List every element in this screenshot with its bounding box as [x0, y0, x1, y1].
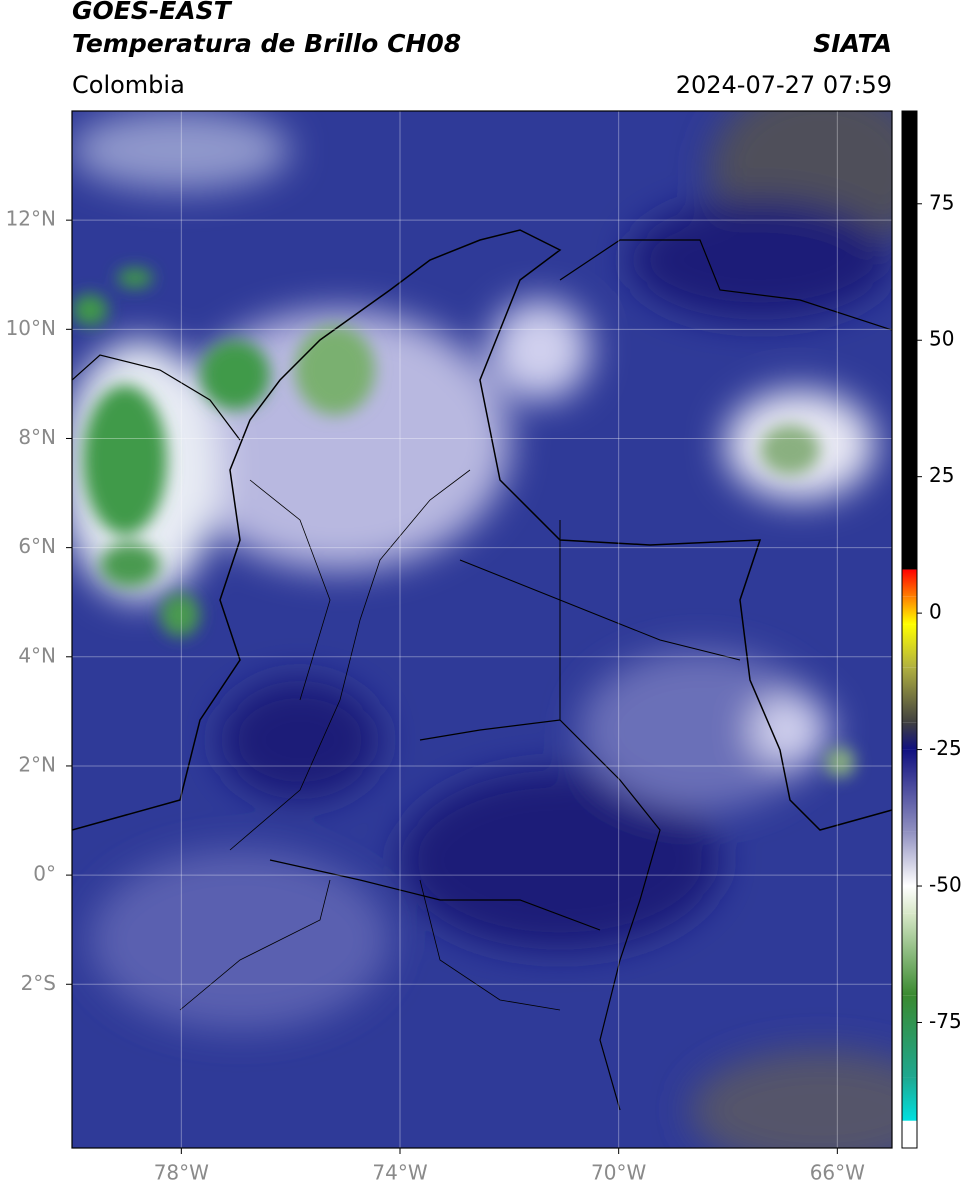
colorbar-segment	[902, 667, 917, 723]
colorbar-segment	[902, 569, 917, 597]
colorbar-segment	[902, 1120, 917, 1148]
graticule	[66, 111, 892, 1154]
colorbar-tick-label: 50	[929, 327, 954, 351]
colorbar-frame	[901, 110, 918, 1149]
colorbar-tick-label: 0	[929, 600, 942, 624]
y-tick-label: 2°S	[21, 971, 56, 995]
y-tick-label: 0°	[33, 862, 56, 886]
colorbar-segment	[902, 722, 917, 750]
colorbar-tick-label: 75	[929, 190, 954, 214]
region: Colombia	[72, 71, 185, 99]
map-frame	[71, 110, 893, 1149]
agency: SIATA	[813, 29, 892, 58]
colorbar-tick-label: -75	[929, 1009, 962, 1033]
colorbar-segment	[902, 749, 917, 832]
colorbar-segment	[902, 624, 917, 668]
y-tick-label: 2°N	[18, 752, 56, 776]
colorbar-segment	[902, 831, 917, 887]
colorbar-segment	[902, 913, 917, 996]
x-tick-label: 66°W	[810, 1161, 865, 1185]
y-tick-label: 8°N	[18, 425, 56, 449]
y-tick-label: 10°N	[6, 316, 56, 340]
subtitle: Temperatura de Brillo CH08	[72, 29, 461, 58]
title: GOES-EAST	[72, 0, 233, 25]
datetime: 2024-07-27 07:59	[676, 71, 892, 99]
colorbar-segment	[902, 995, 917, 1078]
y-tick-label: 6°N	[18, 534, 56, 558]
x-tick-label: 74°W	[372, 1161, 427, 1185]
y-tick-label: 12°N	[6, 207, 56, 231]
colorbar-tick-label: -25	[929, 736, 962, 760]
y-tick-label: 4°N	[18, 643, 56, 667]
colorbar-segment	[902, 111, 917, 570]
colorbar-tick-label: 25	[929, 463, 954, 487]
satellite-image	[72, 111, 892, 1148]
colorbar-segment	[902, 596, 917, 625]
colorbar-segment	[902, 886, 917, 914]
colorbar	[902, 111, 922, 1148]
x-tick-label: 70°W	[591, 1161, 646, 1185]
colorbar-segment	[902, 1077, 917, 1121]
colorbar-tick-label: -50	[929, 873, 962, 897]
x-tick-label: 78°W	[154, 1161, 209, 1185]
